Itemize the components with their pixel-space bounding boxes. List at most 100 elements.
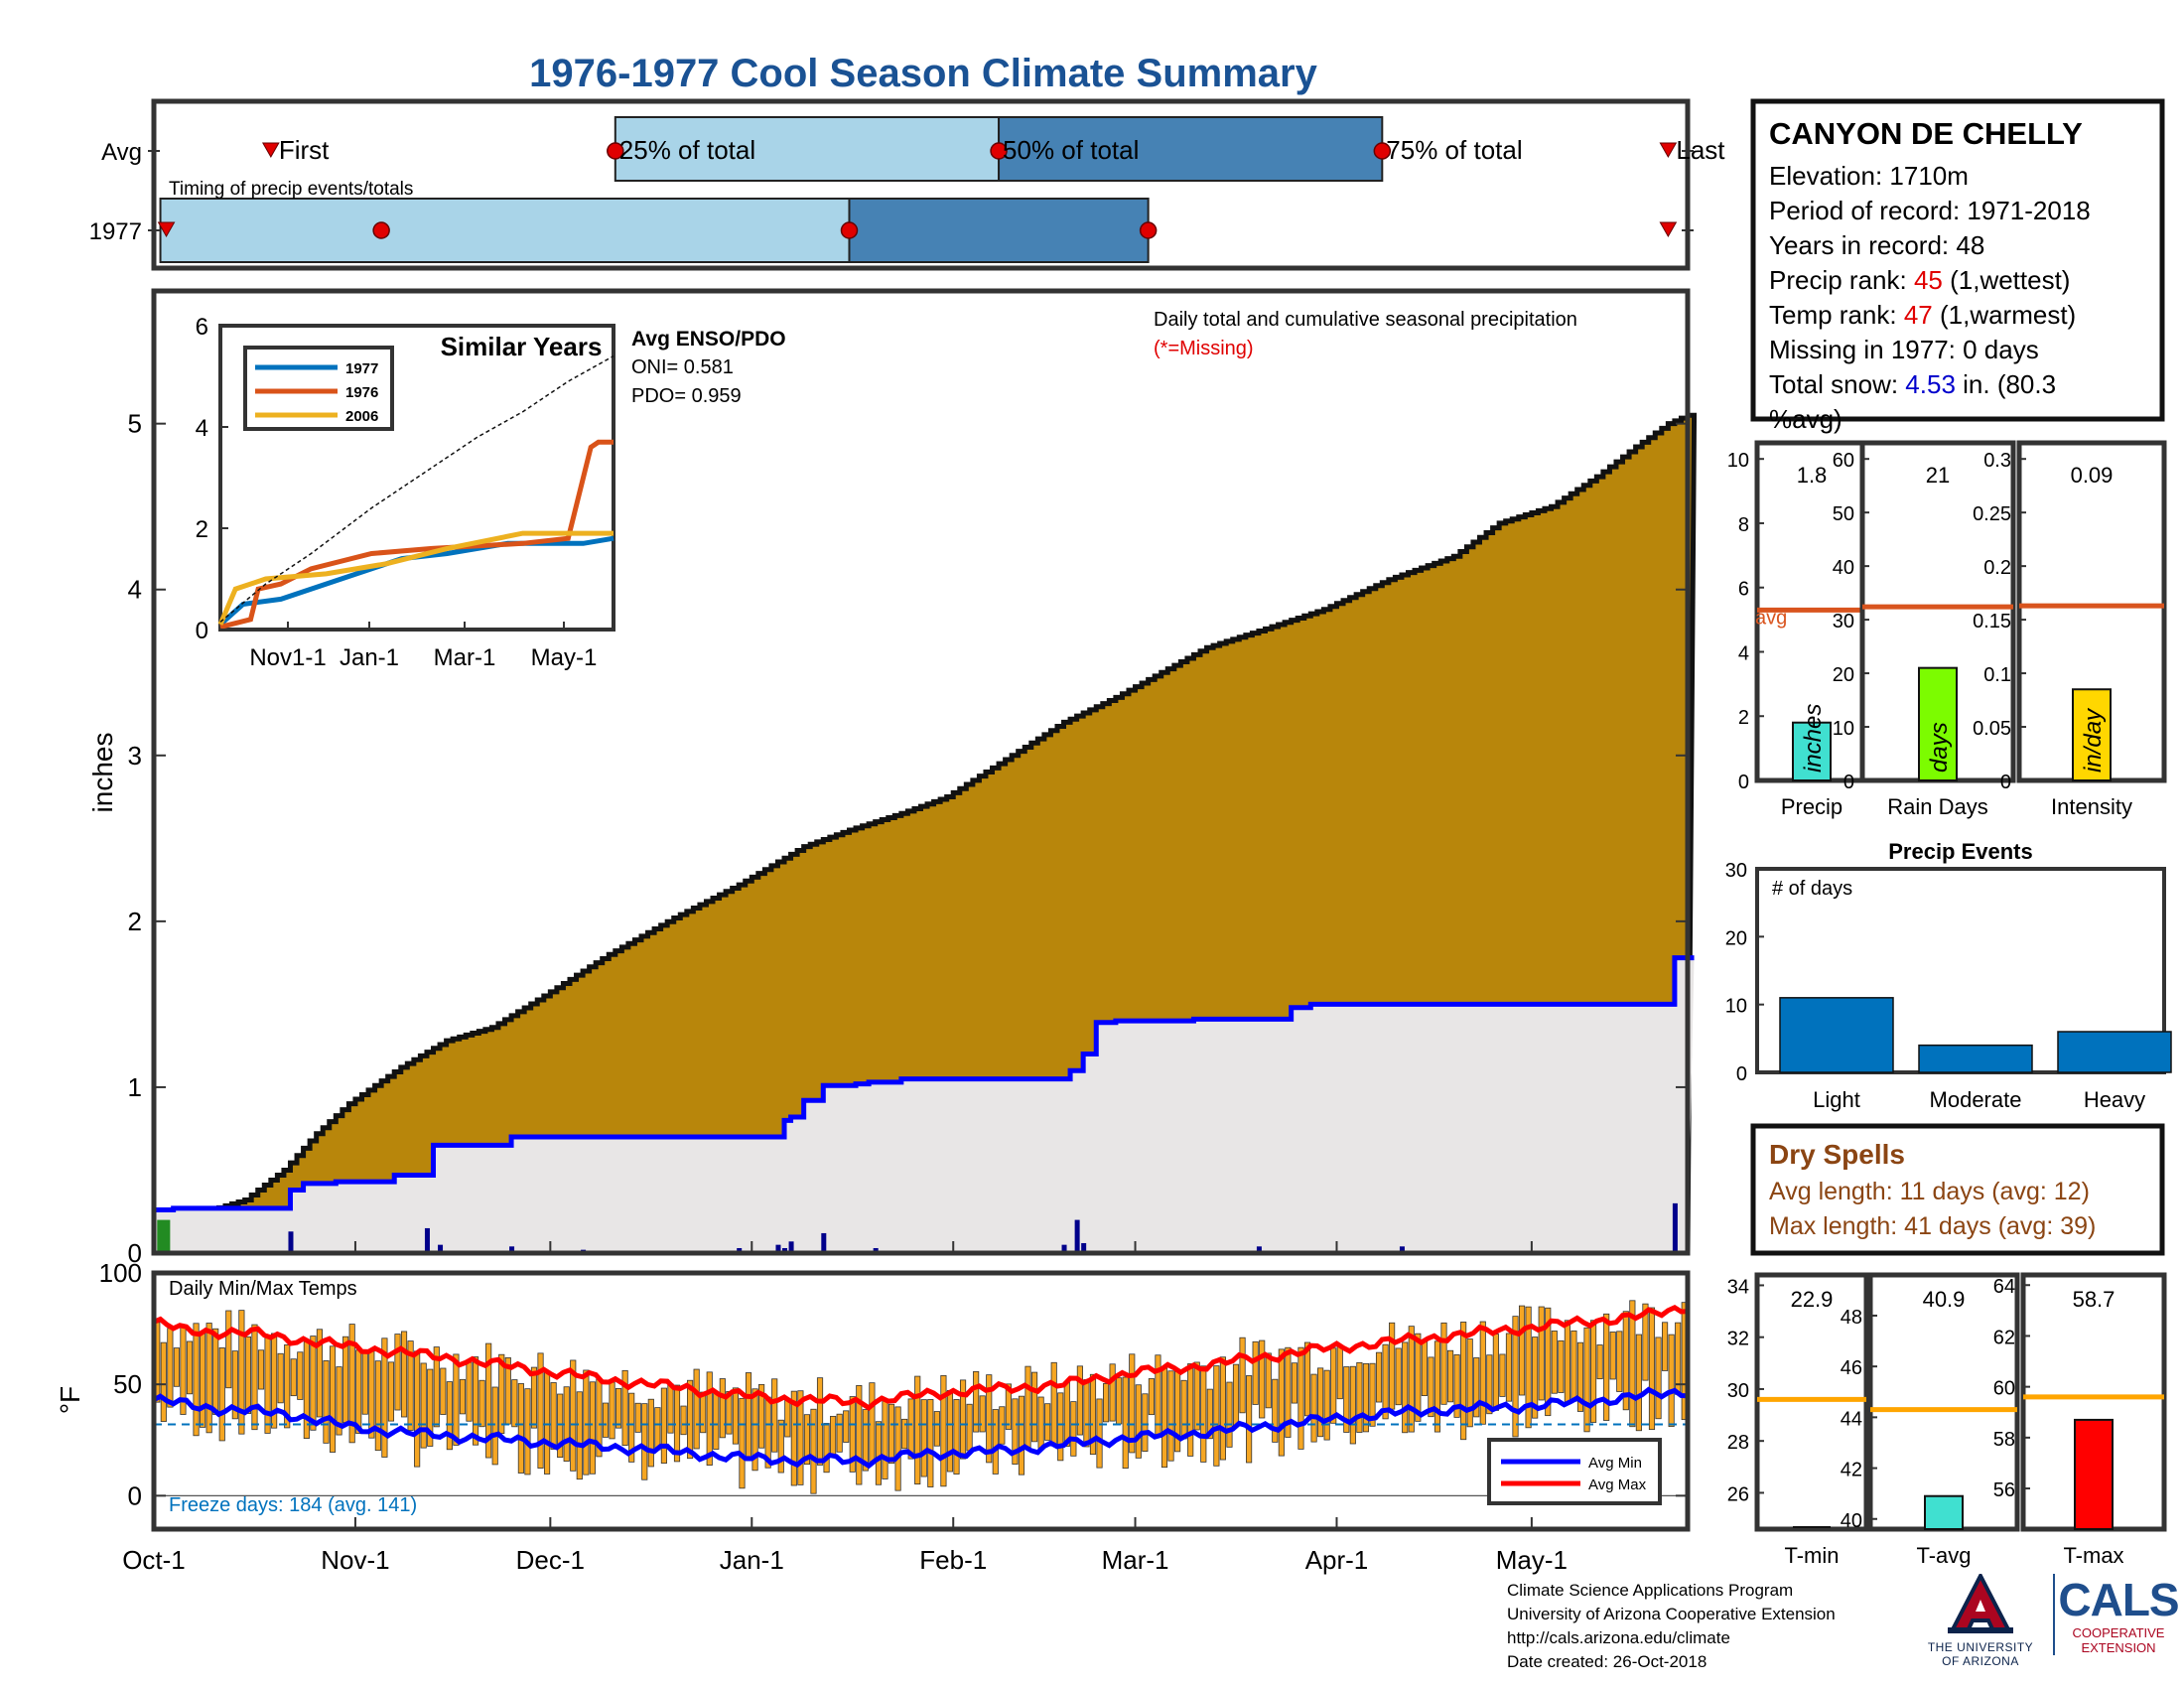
daily-temp-bar	[485, 1342, 492, 1459]
mini-panel-avg-label-0: avg	[1755, 607, 1787, 629]
daily-temp-bar	[218, 1347, 225, 1442]
daily-temp-bar	[1037, 1396, 1044, 1449]
daily-temp-bar	[420, 1362, 427, 1449]
daily-temp-bar	[257, 1349, 265, 1390]
mini-panel-value-1: 21	[1926, 463, 1950, 488]
temp-mini-label-1: T-avg	[1916, 1543, 1971, 1568]
events-ytick-label: 30	[1725, 860, 1747, 882]
avg-min-line	[152, 1386, 1689, 1470]
daily-temp-bar	[550, 1382, 557, 1450]
daily-temp-bar	[1415, 1333, 1422, 1422]
missing-days-text: Missing in 1977: 0 days	[1769, 335, 2039, 364]
daily-temp-bar	[1453, 1354, 1460, 1418]
daily-temp-bar	[758, 1383, 765, 1449]
daily-temp-bar	[628, 1392, 635, 1463]
daily-temp-bar	[1142, 1393, 1149, 1452]
daily-temp-bar	[530, 1366, 538, 1429]
daily-temp-bar	[524, 1388, 531, 1476]
daily-temp-bar	[1160, 1367, 1168, 1469]
temp-mini-ytick-label: 30	[1727, 1380, 1749, 1402]
avg-precip-area	[154, 957, 1695, 1253]
daily-temp-bar	[869, 1382, 876, 1463]
daily-temp-bar	[1518, 1305, 1526, 1396]
cals-wordmark: CALS	[2058, 1574, 2179, 1625]
event-category-label: Light	[1813, 1087, 1860, 1112]
daily-temp-bar	[1421, 1339, 1428, 1396]
daily-temp-bar	[862, 1409, 869, 1472]
y1977-last-marker	[1659, 221, 1678, 238]
daily-temp-bar	[394, 1334, 401, 1411]
daily-temp-bar	[1336, 1345, 1343, 1400]
daily-temp-bar	[1629, 1300, 1636, 1428]
daily-temp-bar	[843, 1410, 850, 1443]
event-category-label: Heavy	[2084, 1087, 2145, 1112]
daily-temp-bar	[797, 1390, 804, 1485]
daily-temp-bar	[472, 1356, 479, 1446]
daily-temp-bar	[803, 1414, 811, 1466]
daily-temp-bar	[933, 1411, 940, 1447]
daily-temp-bar	[491, 1386, 498, 1466]
inset-legend-label: 2006	[345, 408, 378, 425]
daily-temp-bar	[238, 1310, 245, 1435]
daily-precip-bar	[438, 1244, 444, 1253]
inset-xtick-label: Nov1-1	[249, 644, 326, 671]
avg-max-line	[153, 1304, 1689, 1411]
daily-temp-bar	[576, 1391, 583, 1480]
daily-temp-bar	[511, 1379, 518, 1428]
temp-chart-frame	[151, 1270, 1691, 1532]
daily-temp-bar	[790, 1390, 797, 1486]
daily-temp-bar	[1576, 1341, 1584, 1412]
daily-precip-bar	[1061, 1244, 1067, 1253]
daily-temp-bar	[244, 1336, 251, 1414]
daily-temp-bar	[400, 1331, 408, 1418]
daily-precip-bar	[1256, 1246, 1262, 1253]
dry-spells-avg: Avg length: 11 days (avg: 12)	[1769, 1178, 2090, 1205]
daily-temp-bar	[1232, 1363, 1240, 1426]
daily-temp-bar	[940, 1374, 947, 1487]
daily-temp-bar	[1239, 1336, 1246, 1414]
daily-temp-bar	[251, 1324, 258, 1431]
avg-p50-label: 50% of total	[1003, 135, 1139, 165]
temp-mini-bar-1	[1924, 1494, 1964, 1530]
daily-temp-bar	[1310, 1373, 1317, 1443]
avg-25-50-box	[614, 116, 1001, 182]
inset-xtick-label: Mar-1	[434, 644, 496, 671]
inset-series-line-1976	[219, 439, 614, 630]
inset-ytick-label: 4	[196, 415, 208, 442]
daily-temp-bar	[225, 1310, 232, 1389]
daily-temp-bar	[583, 1369, 590, 1476]
xtick-label: Apr-1	[1305, 1545, 1369, 1575]
daily-temp-bar	[355, 1349, 362, 1434]
daily-temp-bar	[719, 1378, 726, 1439]
daily-temp-bar	[1433, 1340, 1441, 1433]
daily-temp-bar	[478, 1379, 485, 1428]
daily-temp-bar	[1551, 1331, 1558, 1394]
cals-coop-2: EXTENSION	[2081, 1640, 2156, 1655]
daily-temp-bar	[1473, 1357, 1480, 1418]
daily-temp-bar	[1668, 1334, 1675, 1428]
daily-temp-bar	[200, 1331, 206, 1428]
inset-ytick-label: 2	[196, 516, 208, 543]
daily-temp-bar	[1460, 1322, 1467, 1441]
main-ytick-label: 1	[128, 1072, 142, 1102]
daily-temp-bar	[1343, 1366, 1350, 1433]
daily-temp-bar	[537, 1352, 544, 1469]
daily-temp-bar	[959, 1379, 967, 1460]
xtick-label: Nov-1	[321, 1545, 389, 1575]
temp-mini-ytick-label: 44	[1841, 1408, 1862, 1430]
daily-temp-bar	[1018, 1395, 1025, 1476]
daily-temp-bar	[1317, 1367, 1324, 1438]
daily-temp-bar	[297, 1351, 304, 1400]
daily-temp-bar	[160, 1341, 167, 1422]
daily-temp-bar	[167, 1328, 174, 1408]
mini-panel-bar-0	[1792, 721, 1832, 782]
temp-mini-ytick-label: 42	[1841, 1460, 1862, 1481]
daily-temp-bar	[570, 1359, 577, 1472]
inset-title: Similar Years	[441, 332, 603, 361]
snow-value: 4.53	[1905, 369, 1956, 399]
daily-temp-bar	[1596, 1344, 1603, 1380]
dry-spells-max: Max length: 41 days (avg: 39)	[1769, 1212, 2096, 1240]
daily-temp-bar	[1297, 1346, 1304, 1450]
early-season-marker	[157, 1219, 171, 1253]
